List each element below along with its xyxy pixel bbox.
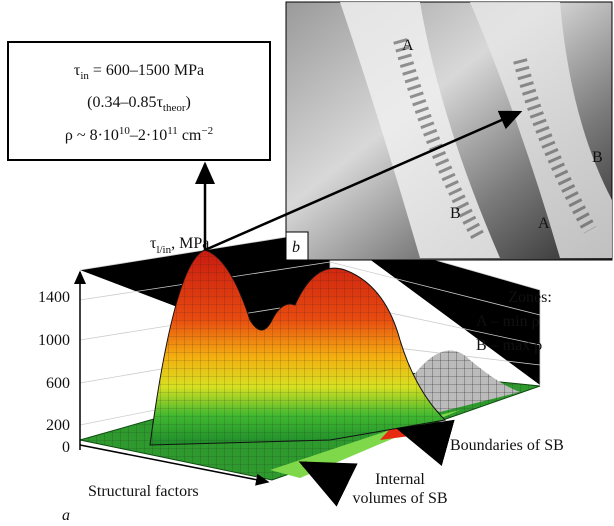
- axis-unit: , MPa: [171, 235, 209, 252]
- box-line: τin = 600–1500 MPa: [74, 62, 204, 82]
- tick-label: 0: [62, 439, 70, 456]
- t: −2: [201, 125, 213, 137]
- t: theor: [163, 102, 186, 114]
- axis-sub: l/in: [156, 244, 171, 256]
- dislocations: [393, 38, 597, 244]
- micro-letter: B: [592, 149, 603, 166]
- t: cm: [178, 127, 202, 144]
- tick-label: 200: [46, 417, 70, 434]
- t: ρ ~ 8·10: [65, 127, 119, 144]
- internal-label: Internal: [375, 471, 425, 488]
- t: (0.34–0.85τ: [87, 94, 163, 111]
- t: τ: [74, 62, 81, 79]
- structural-label: Structural factors: [88, 483, 199, 500]
- zone-b: B – max ρ: [476, 337, 542, 354]
- panel-b-box: [285, 231, 309, 261]
- axis-title: τl/in, MPa: [150, 235, 209, 256]
- t: in: [80, 70, 89, 82]
- boundaries-label: Boundaries of SB: [450, 437, 564, 454]
- t: ): [186, 94, 191, 111]
- surface-mesh: [150, 250, 445, 445]
- micro-letter: A: [402, 37, 414, 54]
- micro-arrow: [204, 110, 523, 252]
- box-line: (0.34–0.85τtheor): [87, 94, 191, 114]
- box-line: ρ ~ 8·1010–2·1011 cm−2: [65, 125, 213, 144]
- gray-hill-mesh: [400, 350, 520, 412]
- t: –2·10: [129, 127, 167, 144]
- boundary-arrow: [396, 419, 455, 467]
- info-box: [7, 41, 271, 161]
- x-axis: [79, 444, 270, 486]
- axis-symbol: τ: [150, 235, 157, 252]
- zones-title: Zones:: [508, 289, 552, 306]
- tick-label: 1000: [38, 332, 70, 349]
- panel-b: b: [292, 239, 300, 256]
- band-a: [340, 2, 500, 258]
- tick-label: 600: [46, 375, 70, 392]
- tick-label: 1400: [38, 289, 70, 306]
- panel-a: a: [62, 507, 70, 524]
- internal-label: volumes of SB: [352, 490, 447, 507]
- t: 10: [119, 125, 131, 137]
- zone-a: A – min ρ: [476, 313, 540, 330]
- t: 11: [167, 125, 178, 137]
- internal-arrow: [298, 461, 358, 507]
- micro-letter: B: [450, 205, 461, 222]
- micro-letter: A: [538, 215, 550, 232]
- t: = 600–1500 MPa: [89, 62, 204, 79]
